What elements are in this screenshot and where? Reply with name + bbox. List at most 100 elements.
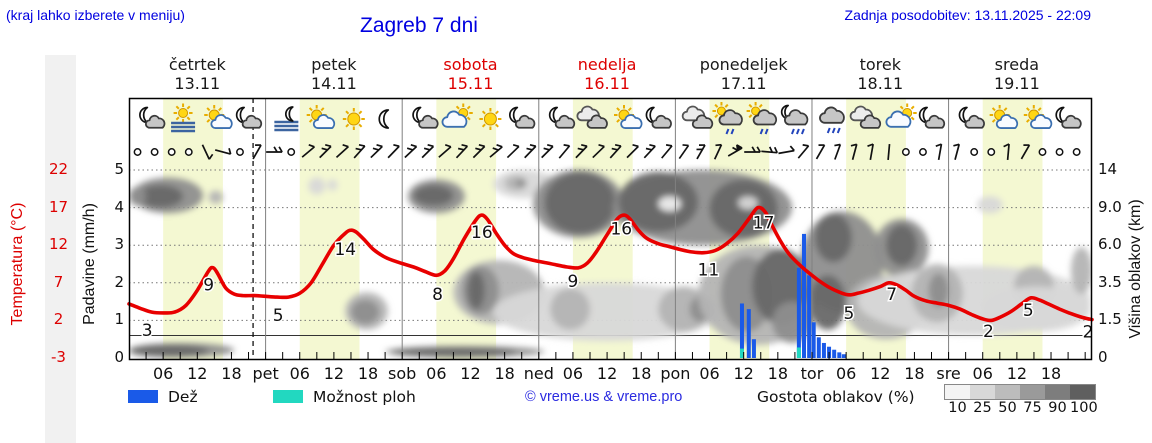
wind-barb xyxy=(797,145,810,159)
weather-icon-fog-moon xyxy=(274,106,299,132)
temperature-label: 16 xyxy=(471,223,493,243)
weather-icon-fog-sun xyxy=(171,103,196,133)
showers-legend-swatch xyxy=(273,390,303,403)
x-tick-label: ned xyxy=(524,364,554,383)
precip-axis-label: Padavine (mm/h) xyxy=(81,203,98,325)
density-step-label: 90 xyxy=(1048,400,1067,416)
weather-icon-sun-cloud xyxy=(614,105,643,129)
density-step-label: 50 xyxy=(998,400,1017,416)
density-step-label: 25 xyxy=(973,400,992,416)
cloud-height-tick: 6.0 xyxy=(1098,235,1122,254)
wind-barb xyxy=(335,146,349,158)
x-tick-label: 12 xyxy=(597,364,617,383)
weather-icon-sun xyxy=(342,108,365,130)
weather-icon-cloud-sun xyxy=(885,103,917,128)
rain-legend-swatch xyxy=(128,390,158,403)
x-tick-label: 12 xyxy=(460,364,480,383)
temp-tick: 17 xyxy=(48,197,69,216)
weather-icon-sun-cloud xyxy=(989,105,1019,129)
density-cell xyxy=(1020,385,1045,399)
rain-bar xyxy=(796,267,801,358)
rain-bar xyxy=(807,275,812,358)
x-tick-label: 18 xyxy=(494,364,514,383)
weather-icon-cloud-sun xyxy=(441,103,473,128)
wind-barb xyxy=(778,149,795,155)
wind-calm xyxy=(1055,148,1064,156)
wind-barb xyxy=(214,149,231,155)
precip-tick: 0 xyxy=(114,348,124,366)
rain-bar xyxy=(739,303,744,358)
weather-icon-moon-cloud xyxy=(235,106,263,129)
copyright-link[interactable]: © vreme.us & vreme.pro xyxy=(525,389,683,405)
weather-icon-rain-sun xyxy=(746,102,778,135)
density-step-label: 100 xyxy=(1070,400,1098,416)
daylight-band xyxy=(163,99,223,359)
day-date: 14.11 xyxy=(310,74,357,93)
temperature-label: 2 xyxy=(983,322,994,342)
wind-barb xyxy=(727,147,743,157)
x-tick-label: 06 xyxy=(153,364,173,383)
wind-barb xyxy=(404,145,418,159)
wind-barbs-row xyxy=(133,143,1081,161)
day-date: 13.11 xyxy=(174,74,221,93)
weather-icon-moon-cloud xyxy=(645,106,672,129)
wind-barb xyxy=(661,145,673,159)
wind-barb xyxy=(678,144,690,160)
day-date: 19.11 xyxy=(993,74,1040,93)
temperature-label: 5 xyxy=(844,304,855,324)
x-tick-label: pon xyxy=(660,364,690,383)
wind-barb xyxy=(387,145,400,159)
x-tick-label: 18 xyxy=(1041,364,1061,383)
temp-axis-label: Temperatura (°C) xyxy=(9,202,26,326)
weather-icon-sun-cloud xyxy=(306,105,336,129)
wind-barb xyxy=(506,145,520,159)
x-tick-label: 06 xyxy=(426,364,446,383)
wind-barb xyxy=(319,145,332,159)
showers-legend-label: Možnost ploh xyxy=(313,388,416,406)
page-title: Zagreb 7 dni xyxy=(360,14,478,37)
temp-tick: 2 xyxy=(53,310,64,329)
wind-barb xyxy=(954,144,961,160)
wind-barb xyxy=(713,144,723,160)
wind-barb xyxy=(455,145,469,159)
wind-calm xyxy=(1038,148,1047,156)
density-cell xyxy=(995,385,1020,399)
wind-calm xyxy=(150,148,159,156)
rain-bar xyxy=(816,337,821,358)
wind-barb xyxy=(575,145,588,159)
density-cell xyxy=(970,385,995,399)
temperature-label: 9 xyxy=(568,272,579,292)
weather-icon-moon-cloud xyxy=(509,106,536,129)
temperature-label: 17 xyxy=(753,214,775,234)
rain-bar xyxy=(837,352,842,358)
temperature-label: 16 xyxy=(610,219,632,239)
shower-bar xyxy=(796,347,801,358)
rain-bar xyxy=(821,342,826,358)
temp-tick: -3 xyxy=(51,348,66,366)
wind-calm xyxy=(970,148,979,156)
rain-bar xyxy=(832,349,837,358)
cloud-height-tick: 1.5 xyxy=(1098,310,1122,329)
x-tick-label: 18 xyxy=(904,364,924,383)
temperature-label: 11 xyxy=(698,261,720,281)
wind-calm xyxy=(184,148,193,156)
wind-barb xyxy=(524,145,537,159)
weather-icon-clouds xyxy=(849,105,882,129)
temperature-line xyxy=(127,205,1094,323)
wind-barb xyxy=(1020,144,1031,160)
temp-tick: 7 xyxy=(53,272,64,291)
rain-bar xyxy=(811,322,816,358)
x-tick-label: 18 xyxy=(221,364,241,383)
wind-barb xyxy=(421,145,435,159)
wind-barb xyxy=(558,145,571,159)
cloud-layer xyxy=(130,170,1091,358)
day-name: nedelja xyxy=(577,55,637,74)
wind-barb xyxy=(472,145,486,159)
x-tick-label: 06 xyxy=(699,364,719,383)
x-tick-label: tor xyxy=(801,364,824,383)
cloud-height-tick: 0 xyxy=(1098,348,1108,366)
day-date: 18.11 xyxy=(857,74,904,93)
wind-calm xyxy=(236,148,244,156)
density-cell xyxy=(1070,385,1095,399)
